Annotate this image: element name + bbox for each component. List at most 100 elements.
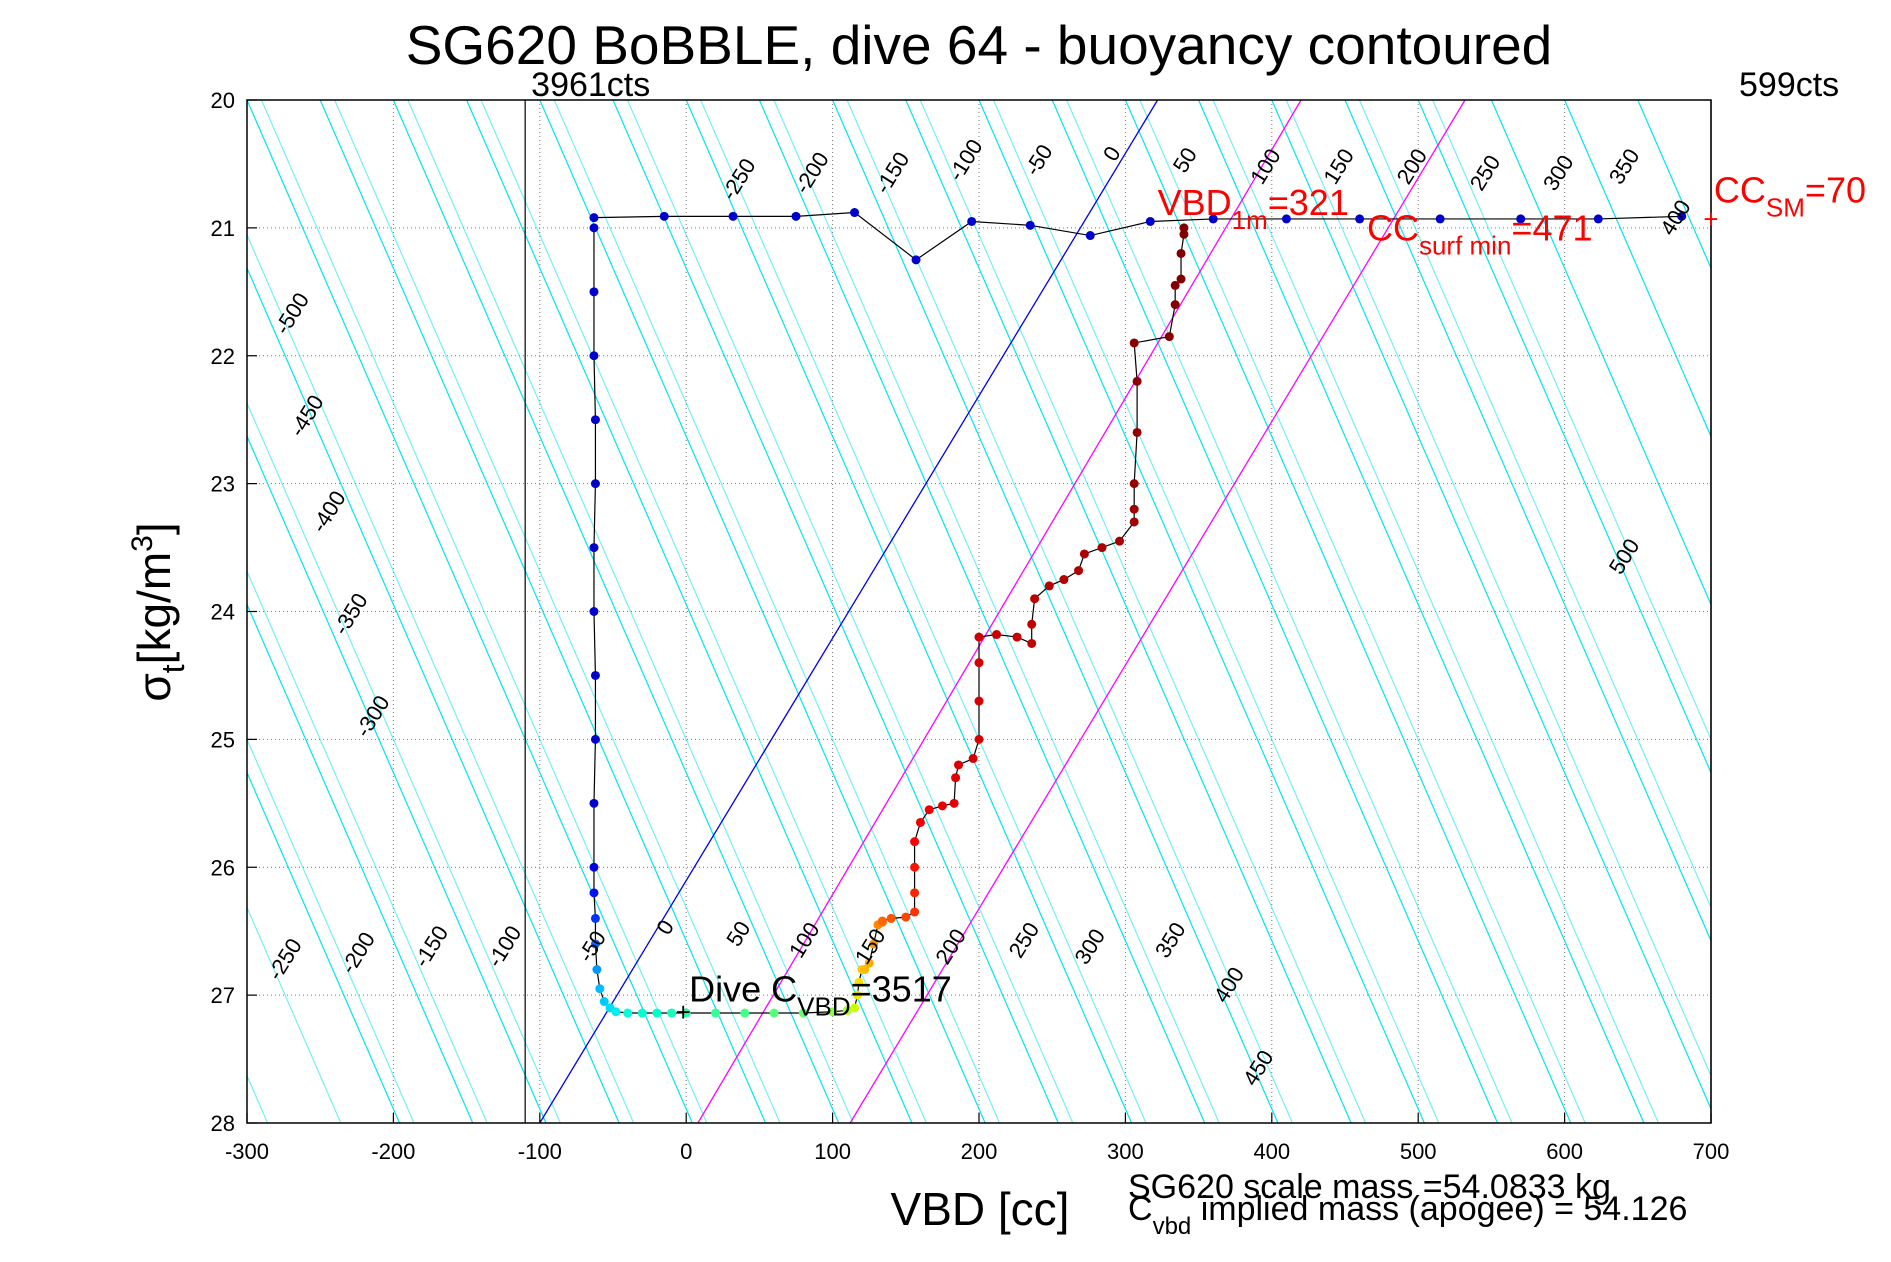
data-point bbox=[589, 862, 599, 872]
reference-lines bbox=[539, 100, 1466, 1123]
data-point bbox=[592, 965, 602, 975]
data-point bbox=[1593, 214, 1603, 224]
data-point bbox=[791, 211, 801, 221]
contour-line-lower bbox=[247, 569, 488, 1123]
contour-line-lower bbox=[1285, 100, 1711, 1078]
data-point bbox=[937, 801, 947, 811]
data-point bbox=[860, 965, 870, 975]
implied-mass-sub: vbd bbox=[1153, 1213, 1192, 1240]
buoyancy-contours bbox=[0, 100, 1891, 1123]
y-tick-label: 26 bbox=[211, 855, 235, 880]
contour-label: 200 bbox=[1392, 144, 1433, 188]
contour-label: -250 bbox=[716, 154, 761, 205]
data-point bbox=[637, 1008, 647, 1018]
data-point bbox=[974, 734, 984, 744]
annotation-vbd-1m: VBD1m=321 bbox=[1158, 182, 1349, 235]
data-point bbox=[667, 1008, 677, 1018]
contour-line bbox=[247, 434, 547, 1123]
data-point bbox=[769, 1008, 779, 1018]
data-point bbox=[740, 1008, 750, 1018]
contour-line-lower bbox=[1358, 100, 1711, 910]
data-point bbox=[864, 958, 874, 968]
annotation-value: =321 bbox=[1268, 182, 1349, 223]
data-point bbox=[1097, 543, 1107, 553]
contour-line-lower bbox=[247, 401, 561, 1123]
data-point bbox=[590, 734, 600, 744]
annotation-main: CC bbox=[1714, 169, 1766, 210]
contour-label: 50 bbox=[1168, 143, 1202, 177]
implied-mass-main: C bbox=[1128, 1190, 1153, 1228]
contour-line-lower bbox=[846, 100, 1293, 1123]
annotation-value: =3517 bbox=[851, 969, 952, 1010]
contour-line-lower bbox=[0, 100, 48, 1123]
data-point bbox=[623, 1008, 633, 1018]
contour-line bbox=[685, 100, 1133, 1123]
contour-line-lower bbox=[247, 233, 635, 1123]
reference-line-magenta-2 bbox=[849, 100, 1466, 1123]
contour-line bbox=[612, 100, 1059, 1123]
contour-label: 400 bbox=[1209, 963, 1250, 1007]
data-point bbox=[1129, 338, 1139, 348]
annotation-sub: SM bbox=[1766, 192, 1805, 222]
x-axis-label: VBD [cc] bbox=[891, 1183, 1070, 1235]
x-tick-label: -300 bbox=[225, 1139, 269, 1164]
data-point bbox=[924, 805, 934, 815]
data-series bbox=[589, 208, 1687, 1018]
x-tick-label: 0 bbox=[680, 1139, 692, 1164]
data-point bbox=[1677, 211, 1687, 221]
y-tick-label: 22 bbox=[211, 344, 235, 369]
contour-line bbox=[247, 266, 620, 1123]
contour-line bbox=[1710, 100, 1711, 102]
data-point bbox=[1435, 214, 1445, 224]
data-point bbox=[611, 1007, 621, 1017]
data-point bbox=[1012, 632, 1022, 642]
data-point bbox=[1132, 376, 1142, 386]
implied-mass-rest: implied mass (apogee) = 54.126 bbox=[1191, 1190, 1687, 1228]
vertical-markers: 3961cts 599cts bbox=[524, 66, 1839, 1123]
data-point bbox=[589, 888, 599, 898]
data-point bbox=[1179, 229, 1189, 239]
contour-line-lower bbox=[1066, 100, 1513, 1123]
data-point bbox=[967, 216, 977, 226]
x-tick-label: 300 bbox=[1107, 1139, 1144, 1164]
cc-sm-marker: + bbox=[1703, 204, 1718, 234]
contour-line-lower bbox=[260, 100, 708, 1123]
x-tick-label: 200 bbox=[961, 1139, 998, 1164]
y-tick-label: 21 bbox=[211, 216, 235, 241]
dive-cvbd-marker: + bbox=[676, 997, 691, 1027]
contour-line-lower bbox=[553, 100, 1001, 1123]
vertical-marker-label: 599cts bbox=[1739, 66, 1839, 104]
contour-line-lower bbox=[334, 100, 781, 1123]
data-point bbox=[1074, 566, 1084, 576]
data-point bbox=[589, 543, 599, 553]
annotation-main: Dive C bbox=[689, 969, 797, 1010]
data-point bbox=[1145, 216, 1155, 226]
data-point bbox=[949, 798, 959, 808]
reference-line-magenta-1 bbox=[697, 100, 1302, 1123]
contour-line bbox=[1784, 100, 1891, 1123]
data-point bbox=[1355, 214, 1365, 224]
data-point bbox=[1025, 220, 1035, 230]
data-point bbox=[589, 213, 599, 223]
data-point bbox=[1027, 638, 1037, 648]
data-point bbox=[589, 798, 599, 808]
contour-line bbox=[539, 100, 986, 1123]
data-point bbox=[911, 255, 921, 265]
annotation-sub: 1m bbox=[1232, 205, 1268, 235]
data-point bbox=[1085, 231, 1095, 241]
y-tick-label: 27 bbox=[211, 983, 235, 1008]
data-point bbox=[1170, 280, 1180, 290]
y-axis-label-unit: [kg/m bbox=[128, 552, 180, 664]
data-point bbox=[954, 760, 964, 770]
grid bbox=[247, 100, 1711, 1123]
contour-label: 300 bbox=[1538, 151, 1579, 195]
contour-label: -100 bbox=[943, 135, 988, 186]
contour-line bbox=[1417, 100, 1711, 775]
data-point bbox=[798, 1008, 808, 1018]
contour-label: -500 bbox=[270, 288, 315, 339]
contour-line-lower bbox=[700, 100, 1147, 1123]
data-point bbox=[1027, 619, 1037, 629]
annotation-sub: VBD bbox=[797, 992, 850, 1022]
contour-label: -450 bbox=[284, 390, 329, 441]
